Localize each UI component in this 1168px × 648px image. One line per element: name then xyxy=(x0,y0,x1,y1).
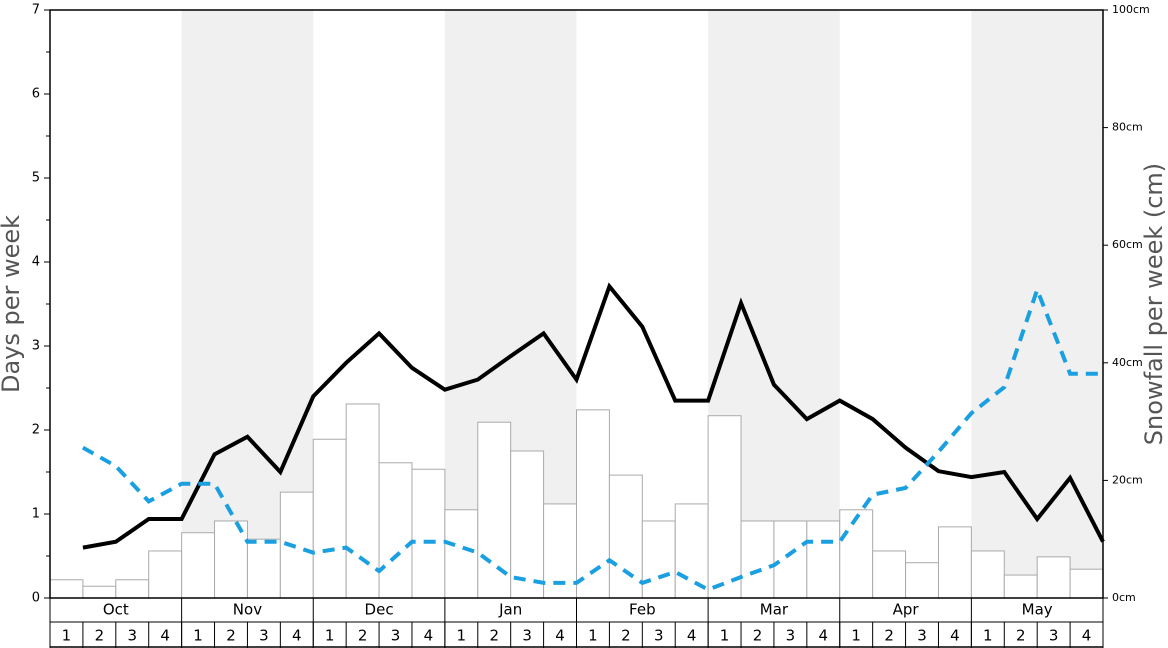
y2-tick-label: 80cm xyxy=(1112,121,1143,134)
week-label: 2 xyxy=(489,627,499,645)
line xyxy=(81,283,1103,592)
month-label: Mar xyxy=(760,601,789,619)
y2-tick-label: 40cm xyxy=(1112,356,1143,369)
week-label: 4 xyxy=(424,627,434,645)
week-label: 1 xyxy=(588,627,598,645)
week-label: 4 xyxy=(1082,627,1092,645)
bar xyxy=(839,509,874,599)
bar xyxy=(115,579,150,599)
bar xyxy=(773,520,808,599)
week-label: 2 xyxy=(226,627,236,645)
week-label: 2 xyxy=(621,627,631,645)
week-label: 1 xyxy=(457,627,467,645)
week-label: 1 xyxy=(851,627,861,645)
week-label: 3 xyxy=(654,627,664,645)
week-label: 4 xyxy=(819,627,829,645)
bar xyxy=(1003,574,1038,599)
y2-axis-label: Snowfall per week (cm) xyxy=(1140,163,1168,445)
week-label: 3 xyxy=(786,627,796,645)
week-label: 3 xyxy=(127,627,137,645)
week-label: 2 xyxy=(884,627,894,645)
bar xyxy=(740,520,775,599)
bar xyxy=(970,550,1005,599)
bar xyxy=(312,438,347,599)
week-label: 4 xyxy=(687,627,697,645)
y-tick-label: 7 xyxy=(32,3,40,18)
week-label: 3 xyxy=(917,627,927,645)
y-tick-label: 4 xyxy=(32,255,40,270)
month-label: Jan xyxy=(498,601,522,619)
week-label: 1 xyxy=(193,627,203,645)
bar xyxy=(608,474,643,599)
week-label: 3 xyxy=(522,627,532,645)
y2-tick-label: 60cm xyxy=(1112,238,1143,251)
month-label: May xyxy=(1022,601,1053,619)
week-label: 1 xyxy=(720,627,730,645)
bar xyxy=(181,532,216,599)
y2-tick-label: 0cm xyxy=(1112,591,1136,604)
bar xyxy=(148,550,183,599)
y-tick-label: 5 xyxy=(32,171,40,186)
bar xyxy=(937,526,972,599)
y-tick-label: 6 xyxy=(32,87,40,102)
bar xyxy=(214,520,248,599)
week-label: 1 xyxy=(983,627,993,645)
week-label: 2 xyxy=(753,627,763,645)
bar xyxy=(411,468,446,599)
y2-tick-label: 100cm xyxy=(1112,3,1150,16)
month-label: Apr xyxy=(893,601,920,619)
bar xyxy=(49,579,84,599)
bar xyxy=(905,562,939,599)
y2-tick-label: 20cm xyxy=(1112,473,1143,486)
bar xyxy=(246,538,281,599)
line xyxy=(82,282,1105,550)
week-label: 4 xyxy=(555,627,565,645)
week-label: 2 xyxy=(1016,627,1026,645)
bar xyxy=(641,520,676,599)
bar xyxy=(674,503,709,599)
y-tick-label: 3 xyxy=(32,339,40,354)
month-label: Oct xyxy=(103,601,129,619)
bar xyxy=(82,585,117,599)
month-label: Feb xyxy=(629,601,656,619)
week-label: 4 xyxy=(160,627,170,645)
bar xyxy=(806,520,841,599)
bar xyxy=(872,550,907,599)
week-label: 2 xyxy=(95,627,105,645)
month-band xyxy=(971,10,1103,598)
bar xyxy=(1069,568,1104,599)
month-label: Nov xyxy=(233,601,262,619)
week-label: 1 xyxy=(62,627,72,645)
week-label: 4 xyxy=(292,627,302,645)
y-tick-label: 2 xyxy=(32,423,40,438)
week-label: 1 xyxy=(325,627,335,645)
week-label: 4 xyxy=(950,627,960,645)
bar xyxy=(1036,556,1071,599)
week-label: 2 xyxy=(358,627,368,645)
bar xyxy=(444,509,479,599)
bar xyxy=(345,403,380,599)
y-axis-label: Days per week xyxy=(0,215,25,393)
month-label: Dec xyxy=(365,601,394,619)
bar xyxy=(378,462,413,599)
week-label: 3 xyxy=(259,627,269,645)
bar xyxy=(707,415,742,599)
y-tick-label: 0 xyxy=(32,591,40,606)
week-label: 3 xyxy=(391,627,401,645)
y-tick-label: 1 xyxy=(32,507,40,522)
week-label: 3 xyxy=(1049,627,1059,645)
